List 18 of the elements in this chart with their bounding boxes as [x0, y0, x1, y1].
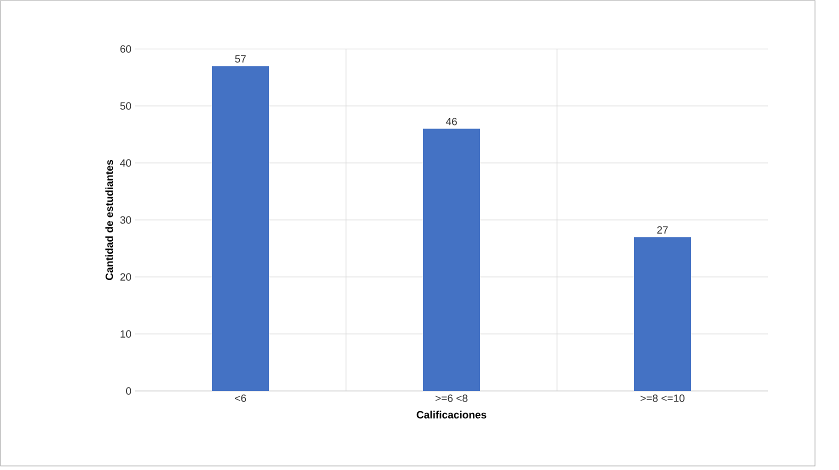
y-tick-label: 50 — [120, 102, 132, 110]
y-tick-label: 60 — [120, 45, 132, 53]
y-tick-label: 40 — [120, 159, 132, 167]
x-tick-label: >=6 <8 — [436, 394, 468, 402]
data-label: 27 — [657, 226, 668, 234]
data-label: 46 — [446, 118, 457, 126]
y-tick-label: 10 — [120, 330, 132, 338]
x-tick-label: >=8 <=10 — [640, 394, 684, 402]
x-tick-label: <6 — [235, 394, 246, 402]
x-axis-title: Calificaciones — [416, 410, 486, 418]
y-tick-label: 20 — [120, 273, 132, 281]
bar — [634, 237, 692, 391]
bar — [212, 66, 270, 391]
y-axis-title: Cantidad de estudiantes — [105, 160, 114, 280]
y-tick-label: 30 — [120, 216, 132, 224]
y-tick-label: 0 — [126, 387, 132, 395]
bar — [423, 128, 480, 391]
data-label: 57 — [235, 55, 246, 63]
